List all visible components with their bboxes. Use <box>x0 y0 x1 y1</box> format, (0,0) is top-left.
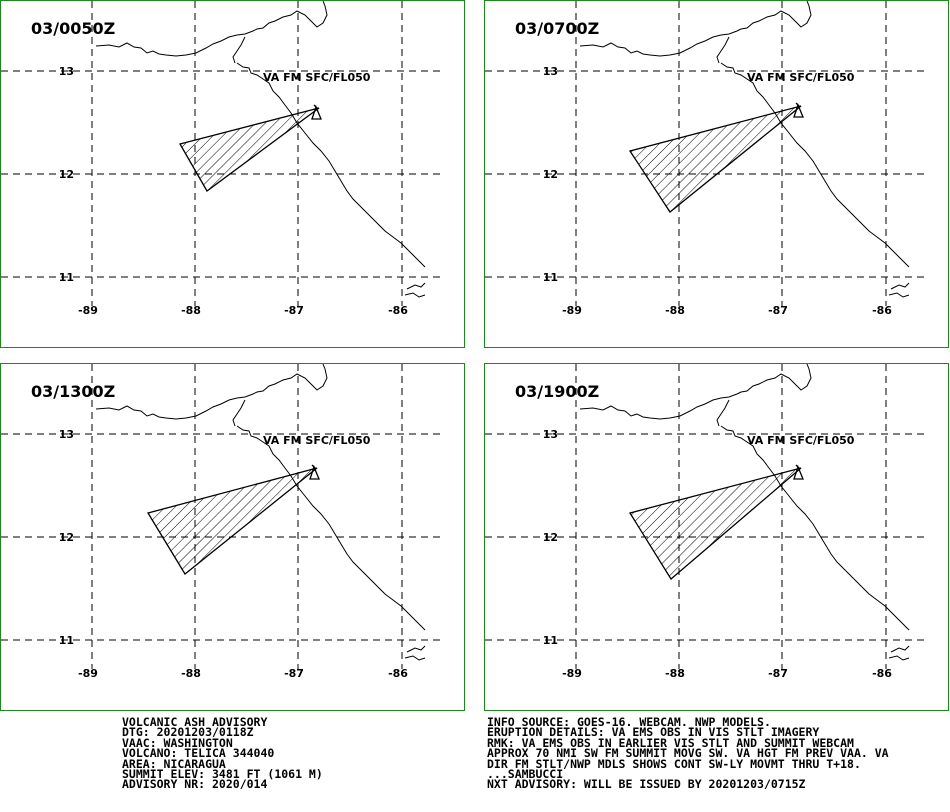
advisory-header-block: VOLCANIC ASH ADVISORY DTG: 20201203/0118Z… <box>122 715 323 792</box>
coastline <box>720 425 910 631</box>
map-panel-2: VA FM SFC/FL050 13 12 11 -89 -88 -87 -86 03/070… <box>484 0 949 348</box>
longitude-tick-label: -88 <box>665 667 685 680</box>
advisory-line: VOLCANO: TELICA 344040 <box>122 746 275 761</box>
latitude-tick-label: 11 <box>59 271 74 284</box>
coastline <box>236 62 426 268</box>
longitude-tick-label: -86 <box>388 667 408 680</box>
latitude-tick-label: 12 <box>543 531 558 544</box>
ash-layer-label: VA FM SFC/FL050 <box>747 434 855 447</box>
coastline <box>888 645 910 661</box>
coastline <box>404 645 426 661</box>
longitude-tick-label: -86 <box>388 304 408 317</box>
advisory-line: ADVISORY NR: 2020/014 <box>122 777 268 792</box>
map-svg: VA FM SFC/FL050 13 12 11 -89 -88 -87 -86 <box>1 1 441 317</box>
advisory-line: APPROX 70 NMI SW FM SUMMIT MOVG SW. VA H… <box>487 746 889 761</box>
advisory-line: ERUPTION DETAILS: VA EMS OBS IN VIS STLT… <box>487 725 820 740</box>
latitude-tick-label: 13 <box>543 65 558 78</box>
coastline <box>95 1 328 57</box>
longitude-tick-label: -87 <box>768 304 788 317</box>
longitude-tick-label: -89 <box>562 304 582 317</box>
longitude-tick-label: -89 <box>78 667 98 680</box>
coastline <box>404 282 426 298</box>
coastline <box>232 399 246 427</box>
map-panel-4: VA FM SFC/FL050 13 12 11 -89 -88 -87 -86 03/190… <box>484 363 949 711</box>
coastline <box>579 364 812 420</box>
longitude-tick-label: -89 <box>562 667 582 680</box>
advisory-line: SUMMIT ELEV: 3481 FT (1061 M) <box>122 767 323 782</box>
advisory-line: ...SAMBUCCI <box>487 767 564 782</box>
longitude-tick-label: -87 <box>768 667 788 680</box>
longitude-tick-label: -86 <box>872 304 892 317</box>
ash-layer-label: VA FM SFC/FL050 <box>263 71 371 84</box>
coastline <box>232 36 246 64</box>
coastline <box>716 36 730 64</box>
advisory-line: NXT ADVISORY: WILL BE ISSUED BY 20201203… <box>487 777 806 792</box>
latitude-tick-label: 13 <box>59 428 74 441</box>
volcano-icon <box>309 464 320 480</box>
longitude-tick-label: -88 <box>181 667 201 680</box>
coastline <box>236 425 426 631</box>
longitude-tick-label: -88 <box>665 304 685 317</box>
ash-layer-label: VA FM SFC/FL050 <box>263 434 371 447</box>
map-panel-3: VA FM SFC/FL050 13 12 11 -89 -88 -87 -86 03/130… <box>0 363 465 711</box>
advisory-details-block: INFO SOURCE: GOES-16. WEBCAM. NWP MODELS… <box>487 715 889 792</box>
advisory-line: VOLCANIC ASH ADVISORY <box>122 715 268 729</box>
advisory-line: INFO SOURCE: GOES-16. WEBCAM. NWP MODELS… <box>487 715 771 729</box>
coastline <box>720 62 910 268</box>
longitude-tick-label: -87 <box>284 304 304 317</box>
longitude-tick-label: -88 <box>181 304 201 317</box>
coastline <box>579 1 812 57</box>
latitude-tick-label: 12 <box>543 168 558 181</box>
map-panel-1: VA FM SFC/FL050 13 12 11 -89 -88 -87 -86 03/005… <box>0 0 465 348</box>
ash-cloud-polygon <box>628 467 802 580</box>
latitude-tick-label: 13 <box>59 65 74 78</box>
volcano-icon <box>311 104 322 120</box>
map-svg: VA FM SFC/FL050 13 12 11 -89 -88 -87 -86 <box>1 364 441 680</box>
panel-time-label: 03/1300Z <box>31 382 116 401</box>
coastline <box>888 282 910 298</box>
advisory-line: RMK: VA EMS OBS IN EARLIER VIS STLT AND … <box>487 735 854 750</box>
latitude-tick-label: 11 <box>59 634 74 647</box>
map-svg: VA FM SFC/FL050 13 12 11 -89 -88 -87 -86 <box>485 1 925 317</box>
longitude-tick-label: -87 <box>284 667 304 680</box>
panel-time-label: 03/1900Z <box>515 382 600 401</box>
coastline <box>716 399 730 427</box>
latitude-tick-label: 12 <box>59 168 74 181</box>
volcano-icon <box>793 464 804 480</box>
coastline <box>95 364 328 420</box>
advisory-line: AREA: NICARAGUA <box>122 756 226 771</box>
advisory-line: DTG: 20201203/0118Z <box>122 725 254 740</box>
panel-time-label: 03/0050Z <box>31 19 116 38</box>
latitude-tick-label: 12 <box>59 531 74 544</box>
longitude-tick-label: -86 <box>872 667 892 680</box>
latitude-tick-label: 13 <box>543 428 558 441</box>
latitude-tick-label: 11 <box>543 271 558 284</box>
ash-layer-label: VA FM SFC/FL050 <box>747 71 855 84</box>
panel-time-label: 03/0700Z <box>515 19 600 38</box>
ash-cloud-polygon <box>628 105 802 213</box>
volcano-icon <box>793 102 804 118</box>
latitude-tick-label: 11 <box>543 634 558 647</box>
advisory-line: DIR FM STLT/NWP MDLS SHOWS CONT SW-LY MO… <box>487 756 861 771</box>
map-svg: VA FM SFC/FL050 13 12 11 -89 -88 -87 -86 <box>485 364 925 680</box>
advisory-line: VAAC: WASHINGTON <box>122 735 233 750</box>
longitude-tick-label: -89 <box>78 304 98 317</box>
ash-cloud-polygon <box>146 467 318 575</box>
ash-cloud-polygon <box>179 107 320 192</box>
